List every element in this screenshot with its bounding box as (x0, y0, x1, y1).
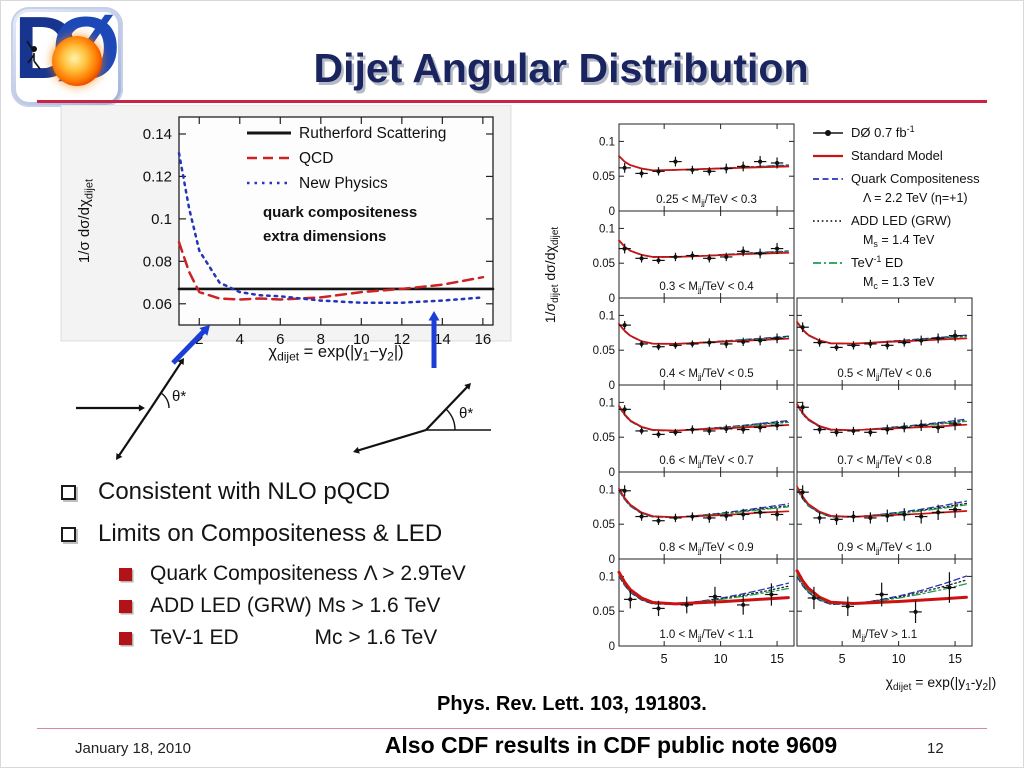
svg-text:0.5 < Mjj/TeV < 0.6: 0.5 < Mjj/TeV < 0.6 (837, 368, 931, 382)
bullet-text: Consistent with NLO pQCD (98, 478, 391, 505)
svg-text:0.05: 0.05 (593, 171, 615, 183)
svg-text:Standard Model: Standard Model (851, 148, 943, 163)
svg-text:Quark Compositeness: Quark Compositeness (851, 171, 980, 186)
bullet-item: Consistent with NLO pQCD (61, 478, 541, 506)
svg-text:χdijet = exp(|y1-y2|): χdijet = exp(|y1-y2|) (886, 674, 997, 693)
svg-text:0.1: 0.1 (151, 211, 172, 228)
svg-text:16: 16 (475, 331, 492, 348)
title-underline (37, 100, 987, 103)
svg-text:0.1: 0.1 (599, 223, 615, 235)
svg-text:Λ = 2.2 TeV (η=+1): Λ = 2.2 TeV (η=+1) (863, 191, 968, 205)
d0-logo: D Ø (11, 7, 123, 107)
svg-text:0.05: 0.05 (593, 432, 615, 444)
svg-text:0.3 < Mjj/TeV < 0.4: 0.3 < Mjj/TeV < 0.4 (659, 281, 754, 295)
svg-text:0.05: 0.05 (593, 258, 615, 270)
svg-text:0.1: 0.1 (599, 310, 615, 322)
svg-text:θ*: θ* (172, 388, 186, 405)
svg-text:0: 0 (609, 641, 615, 653)
right-chart-grid: 1/σdijet dσ/dχdijet 0.1 0.05 0 0.25 < Mjj/Te… (542, 123, 997, 693)
svg-text:14: 14 (434, 331, 451, 348)
svg-text:0.7 < Mjj/TeV < 0.8: 0.7 < Mjj/TeV < 0.8 (837, 455, 931, 469)
footer-date: January 18, 2010 (75, 740, 191, 757)
svg-text:0: 0 (609, 206, 615, 218)
bullet-subitem: ADD LED (GRW) Ms > 1.6 TeV (119, 594, 541, 618)
svg-text:12: 12 (393, 331, 410, 348)
swinging-figure-icon (26, 40, 41, 70)
red-square-bullet-icon (119, 599, 132, 613)
hollow-square-bullet-icon (61, 526, 76, 542)
red-square-bullet-icon (119, 567, 132, 581)
svg-text:0.05: 0.05 (593, 345, 615, 357)
svg-text:ADD LED (GRW): ADD LED (GRW) (851, 213, 951, 228)
svg-text:0.1: 0.1 (599, 136, 615, 148)
svg-text:0.1: 0.1 (599, 397, 615, 409)
cdf-note: Also CDF results in CDF public note 9609 (384, 732, 838, 758)
svg-text:1.0 < Mjj/TeV < 1.1: 1.0 < Mjj/TeV < 1.1 (659, 629, 753, 643)
svg-text:QCD: QCD (299, 150, 333, 167)
svg-text:0.05: 0.05 (593, 519, 615, 531)
bullet-text: TeV-1 ED Mc > 1.6 TeV (150, 626, 438, 649)
svg-text:6: 6 (276, 331, 284, 348)
svg-text:0.06: 0.06 (143, 296, 172, 313)
bullet-text: Limits on Compositeness & LED (98, 520, 443, 547)
svg-text:0.05: 0.05 (593, 606, 615, 618)
svg-text:0.4 < Mjj/TeV < 0.5: 0.4 < Mjj/TeV < 0.5 (659, 368, 753, 382)
starburst-icon (52, 36, 102, 86)
left-chart-figure: 0.060.080.10.120.14246810121416Rutherfor… (60, 105, 512, 460)
footer-divider (37, 728, 987, 729)
svg-text:0.25 < Mjj/TeV < 0.3: 0.25 < Mjj/TeV < 0.3 (656, 194, 757, 208)
bullet-list: Consistent with NLO pQCD Limits on Compo… (61, 478, 541, 658)
bullet-subitem: TeV-1 ED Mc > 1.6 TeV (119, 626, 541, 650)
svg-text:0: 0 (609, 467, 615, 479)
svg-text:0.1: 0.1 (599, 571, 615, 583)
svg-text:Ms = 1.4 TeV: Ms = 1.4 TeV (863, 233, 935, 249)
page-title: Dijet Angular Distribution (313, 45, 809, 91)
bullet-text: Quark Compositeness Λ > 2.9TeV (150, 562, 466, 585)
reference-text: Phys. Rev. Lett. 103, 191803. (437, 693, 707, 715)
svg-text:5: 5 (661, 652, 668, 666)
bullet-subitem: Quark Compositeness Λ > 2.9TeV (119, 562, 541, 586)
svg-text:10: 10 (353, 331, 370, 348)
svg-text:0: 0 (609, 293, 615, 305)
svg-text:Mc = 1.3 TeV: Mc = 1.3 TeV (863, 275, 935, 291)
hollow-square-bullet-icon (61, 484, 76, 500)
svg-text:0.12: 0.12 (143, 168, 172, 185)
svg-text:θ*: θ* (459, 405, 473, 422)
svg-text:Mjj/TeV > 1.1: Mjj/TeV > 1.1 (852, 629, 917, 643)
svg-text:χdijet = exp(|y1−y2|): χdijet = exp(|y1−y2|) (268, 343, 403, 364)
svg-text:15: 15 (770, 652, 784, 666)
page-number: 12 (927, 740, 944, 757)
svg-text:0.8 < Mjj/TeV < 0.9: 0.8 < Mjj/TeV < 0.9 (659, 542, 753, 556)
svg-text:0: 0 (609, 380, 615, 392)
svg-text:extra dimensions: extra dimensions (263, 228, 386, 245)
svg-text:5: 5 (839, 652, 846, 666)
svg-text:8: 8 (317, 331, 325, 348)
svg-text:15: 15 (948, 652, 962, 666)
d0-logo-inner: D Ø (16, 12, 118, 102)
svg-text:10: 10 (892, 652, 906, 666)
svg-text:0: 0 (609, 554, 615, 566)
svg-text:10: 10 (714, 652, 728, 666)
svg-text:0.1: 0.1 (599, 484, 615, 496)
svg-text:quark compositeness: quark compositeness (263, 204, 417, 221)
red-square-bullet-icon (119, 631, 132, 645)
svg-text:1/σdijet dσ/dχdijet: 1/σdijet dσ/dχdijet (542, 227, 561, 324)
svg-text:Rutherford Scattering: Rutherford Scattering (299, 125, 446, 142)
bullet-item: Limits on Compositeness & LED (61, 520, 541, 548)
svg-text:0.9 < Mjj/TeV < 1.0: 0.9 < Mjj/TeV < 1.0 (837, 542, 931, 556)
bullet-text: ADD LED (GRW) Ms > 1.6 TeV (150, 594, 441, 617)
svg-text:0.6 < Mjj/TeV < 0.7: 0.6 < Mjj/TeV < 0.7 (659, 455, 753, 469)
svg-text:DØ 0.7 fb-1: DØ 0.7 fb-1 (851, 124, 915, 140)
svg-text:TeV-1 ED: TeV-1 ED (851, 254, 903, 270)
svg-text:4: 4 (236, 331, 244, 348)
svg-text:1/σ dσ/dχdijet: 1/σ dσ/dχdijet (76, 179, 95, 263)
svg-text:0.08: 0.08 (143, 253, 172, 270)
svg-text:0.14: 0.14 (143, 126, 172, 143)
svg-text:New Physics: New Physics (299, 175, 388, 192)
